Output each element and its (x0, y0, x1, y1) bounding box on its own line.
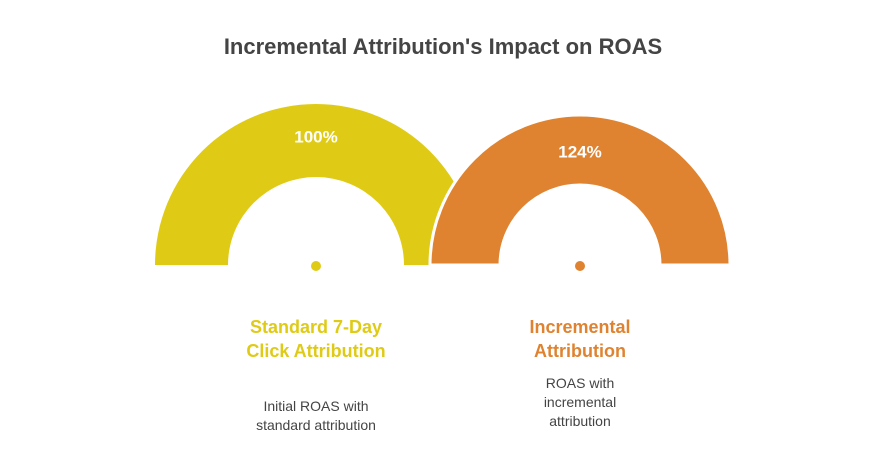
item-description: ROAS with incremental attribution (543, 375, 617, 429)
item-description: Initial ROAS with standard attribution (256, 398, 376, 433)
item-title: Incremental Attribution (529, 317, 631, 361)
half-ring (428, 113, 732, 267)
dot (311, 261, 321, 271)
diagram-title: Incremental Attribution's Impact on ROAS (223, 34, 663, 59)
half-ring (155, 104, 477, 265)
value-label: 124% (558, 142, 601, 161)
value-label: 100% (294, 127, 337, 146)
item-title: Standard 7-Day Click Attribution (246, 317, 386, 361)
dot (575, 261, 585, 271)
